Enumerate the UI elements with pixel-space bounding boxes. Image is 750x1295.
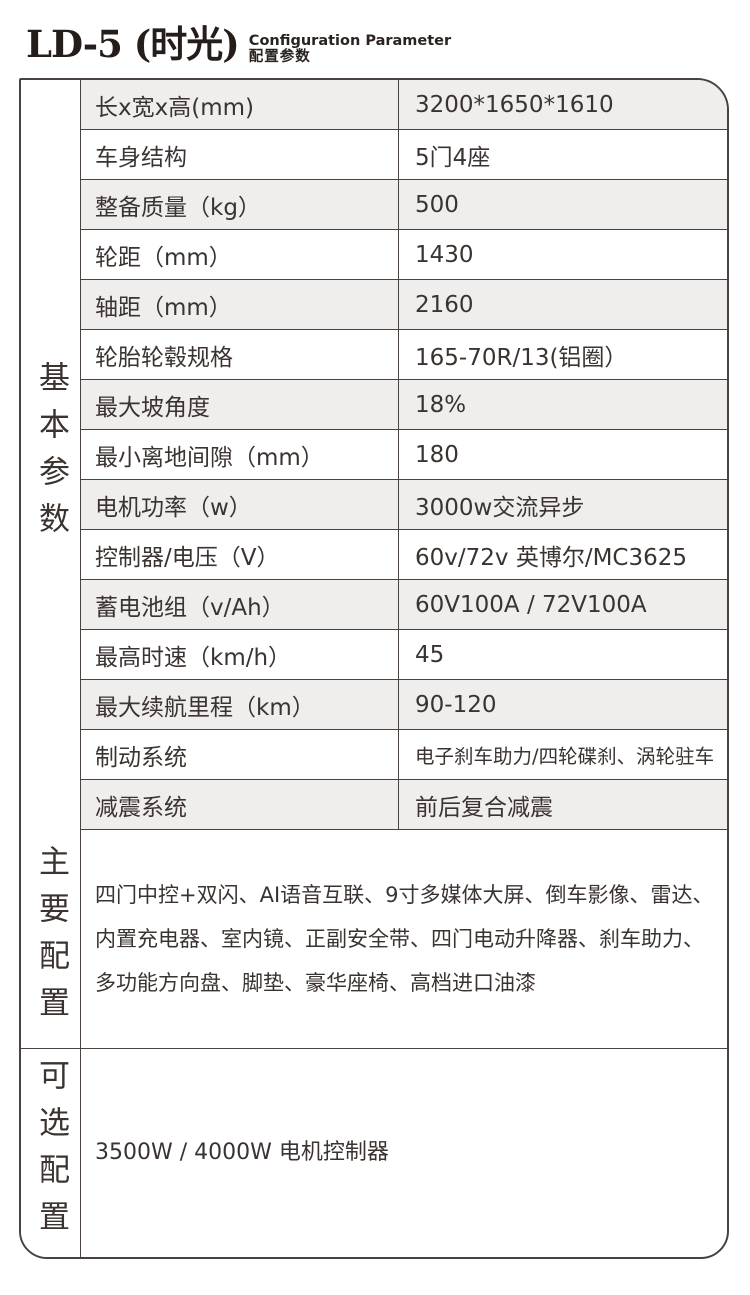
table-row: 控制器/电压（V） 60v/72v 英博尔/MC3625: [81, 530, 727, 580]
category-label-main: 主要配置: [33, 845, 69, 1033]
row-label: 轮胎轮毂规格: [81, 330, 399, 379]
table-row: 最大坡角度 18%: [81, 380, 727, 430]
row-value: 3200*1650*1610: [415, 91, 614, 118]
row-label: 最高时速（km/h）: [81, 630, 399, 679]
row-label: 车身结构: [81, 130, 399, 179]
table-row: 车身结构 5门4座: [81, 130, 727, 180]
row-value: 60v/72v 英博尔/MC3625: [415, 544, 688, 571]
table-row: 轮胎轮毂规格 165-70R/13(铝圈）: [81, 330, 727, 380]
row-label: 制动系统: [81, 730, 399, 779]
row-label: 整备质量（kg）: [81, 180, 399, 229]
row-value: 90-120: [415, 691, 497, 718]
row-value: 2160: [415, 291, 474, 318]
section-optional-configuration: 可选配置 3500W / 4000W 电机控制器: [21, 1049, 727, 1257]
row-label: 控制器/电压（V）: [81, 530, 399, 579]
row-label: 最大续航里程（km）: [81, 680, 399, 729]
row-label: 电机功率（w）: [81, 480, 399, 529]
table-row: 减震系统 前后复合减震: [81, 780, 727, 830]
table-row: 最小离地间隙（mm） 180: [81, 430, 727, 480]
table-row: 电机功率（w） 3000w交流异步: [81, 480, 727, 530]
row-value: 3000w交流异步: [415, 494, 585, 521]
table-row: 蓄电池组（v/Ah） 60V100A / 72V100A: [81, 580, 727, 630]
row-label: 蓄电池组（v/Ah）: [81, 580, 399, 629]
table-row: 轴距（mm） 2160: [81, 280, 727, 330]
subtitle-english: Configuration Parameter: [248, 33, 452, 49]
category-cell-optional: 可选配置: [21, 1049, 81, 1257]
table-row: 长x宽x高(mm) 3200*1650*1610: [81, 80, 727, 130]
table-row: 最大续航里程（km） 90-120: [81, 680, 727, 730]
row-label: 长x宽x高(mm): [81, 80, 399, 129]
main-config-line: 四门中控+双闪、AI语音互联、9寸多媒体大屏、倒车影像、雷达、: [95, 883, 714, 907]
row-value: 18%: [415, 391, 467, 418]
row-value: 500: [415, 191, 459, 218]
row-label: 轴距（mm）: [81, 280, 399, 329]
category-label-optional: 可选配置: [33, 1059, 69, 1247]
table-row: 最高时速（km/h） 45: [81, 630, 727, 680]
row-label: 最小离地间隙（mm）: [81, 430, 399, 479]
row-label: 最大坡角度: [81, 380, 399, 429]
page-header: LD-5 (时光) Configuration Parameter 配置参数: [26, 24, 451, 65]
row-value: 5门4座: [415, 144, 491, 171]
category-cell-basic: 基本参数: [21, 80, 81, 830]
row-label: 轮距（mm）: [81, 230, 399, 279]
spec-table: 基本参数 长x宽x高(mm) 3200*1650*1610 车身结构 5门4座 …: [19, 78, 729, 1259]
table-row: 整备质量（kg） 500: [81, 180, 727, 230]
row-value: 60V100A / 72V100A: [415, 591, 647, 618]
main-config-line: 多功能方向盘、脚垫、豪华座椅、高档进口油漆: [95, 971, 536, 995]
category-cell-main: 主要配置: [21, 830, 81, 1048]
row-value: 165-70R/13(铝圈）: [415, 344, 628, 371]
section-basic-parameters: 基本参数 长x宽x高(mm) 3200*1650*1610 车身结构 5门4座 …: [21, 80, 727, 830]
section-main-configuration: 主要配置 四门中控+双闪、AI语音互联、9寸多媒体大屏、倒车影像、雷达、 内置充…: [21, 830, 727, 1049]
subtitle-chinese: 配置参数: [248, 49, 311, 65]
table-row: 制动系统 电子刹车助力/四轮碟刹、涡轮驻车: [81, 730, 727, 780]
row-value: 180: [415, 441, 459, 468]
optional-configuration-text: 3500W / 4000W 电机控制器: [95, 1140, 389, 1165]
main-config-line: 内置充电器、室内镜、正副安全带、四门电动升降器、刹车助力、: [95, 927, 704, 951]
row-value: 45: [415, 641, 445, 668]
row-label: 减震系统: [81, 780, 399, 829]
basic-rows: 长x宽x高(mm) 3200*1650*1610 车身结构 5门4座 整备质量（…: [81, 80, 727, 830]
row-value: 1430: [415, 241, 474, 268]
category-label-basic: 基本参数: [33, 361, 69, 549]
table-row: 轮距（mm） 1430: [81, 230, 727, 280]
subtitle: Configuration Parameter 配置参数: [249, 33, 451, 65]
row-value: 电子刹车助力/四轮碟刹、涡轮驻车: [415, 745, 715, 768]
main-configuration-text: 四门中控+双闪、AI语音互联、9寸多媒体大屏、倒车影像、雷达、 内置充电器、室内…: [81, 830, 727, 1048]
row-value: 前后复合减震: [415, 794, 553, 821]
model-title: LD-5 (时光): [26, 22, 240, 66]
